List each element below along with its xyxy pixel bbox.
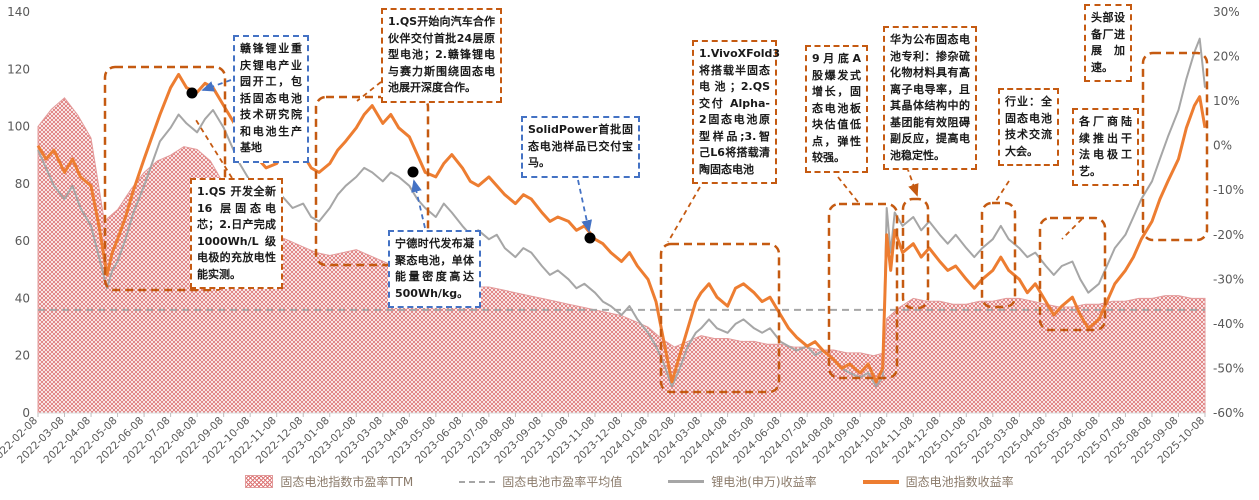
annotation-text: 9月底A股爆发式增长，固态电池板块估值低点，弹性较强。 [812, 52, 861, 164]
legend-item-1: 固态电池指数市盈率TTM [245, 473, 413, 490]
svg-text:0%: 0% [1213, 139, 1232, 153]
lithium-battery-return-line [37, 37, 1206, 388]
solid-state-index-return-line [36, 72, 1207, 384]
svg-text:40: 40 [15, 291, 30, 305]
annotation-text: 各厂商陆续推出干法电极工艺。 [1079, 115, 1132, 178]
annotation-box-1: 赣锋锂业重庆锂电产业园开工，包括固态电池技术研究院和电池生产基地 [233, 35, 309, 163]
annotation-text: 1.QS开始向汽车合作伙伴交付首批24层原型电池；2.赣锋锂电与赛力斯围绕固态电… [388, 15, 495, 94]
legend-label: 固态电池市盈率平均值 [502, 475, 623, 489]
legend-item-2: 固态电池市盈率平均值 [459, 473, 622, 490]
annotation-text: 1.QS 开发全新 16 层固态电芯；2.日产完成1000Wh/L 级电极的充放… [197, 185, 276, 281]
legend-swatch-orange-icon [862, 479, 899, 484]
annotation-box-11: 头部设备厂进展加速。 [1084, 4, 1132, 82]
svg-text:-60%: -60% [1213, 406, 1244, 420]
legend-swatch-dash-icon [459, 480, 496, 483]
chart-legend: 固态电池指数市盈率TTM 固态电池市盈率平均值 锂电池(申万)收益率 固态电池指数收益… [0, 473, 1259, 490]
annotation-box-8: 华为公布固态电池专利：掺杂硫化物材料具有高离子电导率，且其晶体结构中的基团能有效… [883, 26, 977, 170]
legend-swatch-gray-icon [668, 480, 705, 483]
annotation-box-2: 1.QS 开发全新 16 层固态电芯；2.日产完成1000Wh/L 级电极的充放… [190, 178, 283, 289]
svg-text:-20%: -20% [1213, 228, 1244, 242]
annotation-text: 头部设备厂进展加速。 [1091, 11, 1125, 74]
annotation-box-7: 9月底A股爆发式增长，固态电池板块估值低点，弹性较强。 [805, 45, 868, 173]
svg-text:-50%: -50% [1213, 361, 1244, 375]
svg-text:30%: 30% [1213, 5, 1240, 19]
annotation-box-4: 宁德时代发布凝聚态电池，单体能量密度高达500Wh/kg。 [388, 230, 481, 308]
svg-text:120: 120 [7, 62, 30, 76]
svg-text:100: 100 [7, 120, 30, 134]
legend-label: 锂电池(申万)收益率 [711, 475, 817, 489]
svg-text:-40%: -40% [1213, 317, 1244, 331]
annotation-box-10: 各厂商陆续推出干法电极工艺。 [1072, 108, 1139, 186]
svg-text:-10%: -10% [1213, 183, 1244, 197]
annotation-text: 1.VivoXFold3将搭载半固态电池；2.QS 交付 Alpha-2固态电池… [699, 47, 781, 176]
highlight-rectangles [103, 51, 1209, 394]
svg-text:60: 60 [15, 234, 30, 248]
legend-swatch-hatch-icon [245, 475, 274, 488]
svg-text:80: 80 [15, 177, 30, 191]
legend-item-3: 锂电池(申万)收益率 [668, 473, 817, 490]
svg-text:0: 0 [22, 406, 30, 420]
annotation-box-9: 行业：全固态电池技术交流大会。 [998, 88, 1059, 166]
annotation-text: SolidPower首批固态电池样品已交付宝马。 [528, 123, 633, 169]
event-dots [186, 87, 596, 244]
legend-item-4: 固态电池指数收益率 [862, 473, 1014, 490]
legend-label: 固态电池指数收益率 [905, 475, 1014, 489]
svg-text:-30%: -30% [1213, 272, 1244, 286]
svg-text:140: 140 [7, 5, 30, 19]
annotation-text: 赣锋锂业重庆锂电产业园开工，包括固态电池技术研究院和电池生产基地 [240, 42, 302, 154]
svg-text:20: 20 [15, 349, 30, 363]
annotation-box-5: SolidPower首批固态电池样品已交付宝马。 [521, 116, 640, 178]
annotation-text: 行业：全固态电池技术交流大会。 [1005, 95, 1052, 158]
legend-label: 固态电池指数市盈率TTM [280, 475, 414, 489]
svg-text:20%: 20% [1213, 50, 1240, 64]
annotation-text: 宁德时代发布凝聚态电池，单体能量密度高达500Wh/kg。 [395, 237, 474, 300]
callout-connectors [195, 60, 1111, 243]
annotation-box-6: 1.VivoXFold3将搭载半固态电池；2.QS 交付 Alpha-2固态电池… [692, 40, 781, 184]
svg-text:10%: 10% [1213, 94, 1240, 108]
annotation-box-3: 1.QS开始向汽车合作伙伴交付首批24层原型电池；2.赣锋锂电与赛力斯围绕固态电… [381, 8, 502, 103]
annotation-text: 华为公布固态电池专利：掺杂硫化物材料具有高离子电导率，且其晶体结构中的基团能有效… [890, 33, 970, 162]
